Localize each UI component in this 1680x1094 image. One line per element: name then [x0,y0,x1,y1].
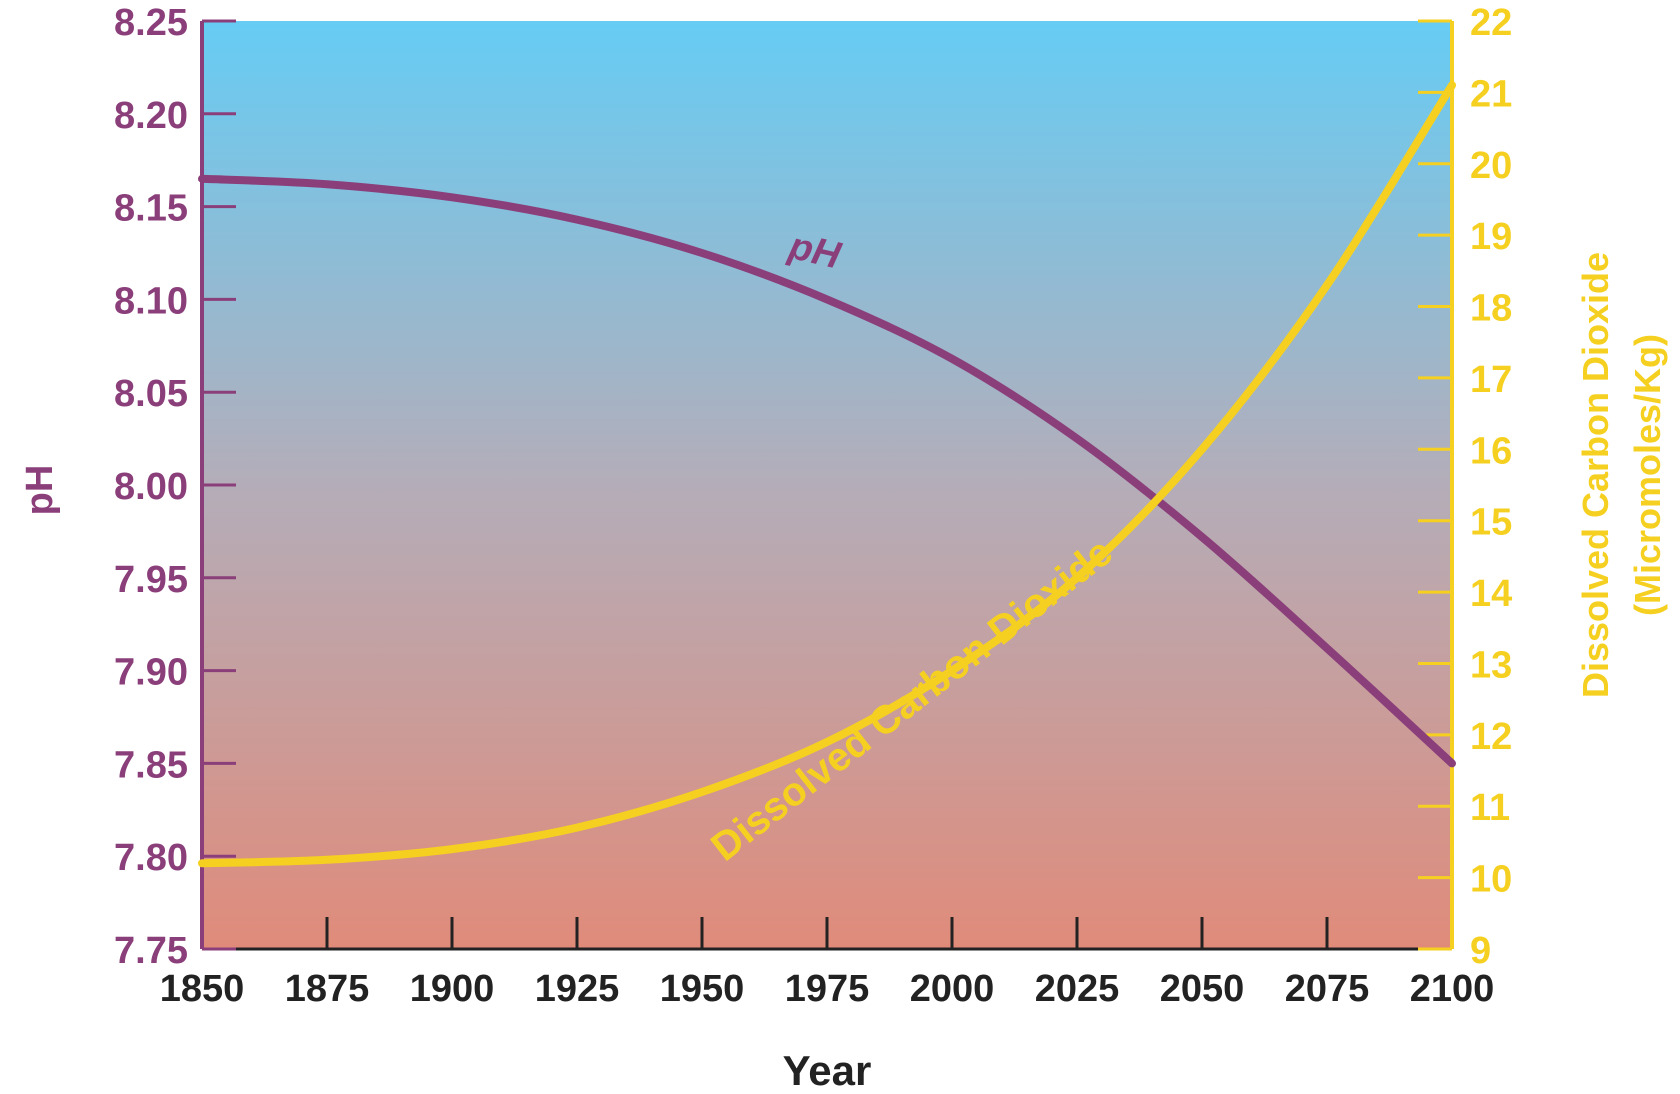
y-left-tick-label: 7.80 [114,837,188,879]
y-right-tick-label: 11 [1470,787,1510,829]
y-left-axis-title: pH [19,465,61,516]
x-tick-label: 2075 [1285,968,1370,1010]
y-left-tick-label: 8.20 [114,95,188,137]
y-right-tick-label: 16 [1470,430,1512,472]
y-right-tick-label: 9 [1470,930,1491,972]
x-tick-label: 1975 [785,968,870,1010]
y-right-tick-label: 14 [1470,573,1512,615]
y-axis-right: 22 21 20 19 18 17 16 15 14 13 12 11 10 9 [1418,2,1512,972]
y-left-tick-label: 7.75 [114,930,188,972]
y-left-tick-label: 7.85 [114,744,188,786]
y-left-tick-label: 8.15 [114,188,188,230]
y-right-axis-subtitle: (Micromoles/Kg) [1627,334,1668,616]
x-tick-label: 2050 [1160,968,1245,1010]
series-lines [198,81,1456,868]
x-tick-label: 1925 [535,968,620,1010]
x-tick-label: 1875 [285,968,370,1010]
x-tick-label: 1950 [660,968,745,1010]
y-right-tick-label: 15 [1470,502,1512,544]
x-tick-label: 2000 [910,968,995,1010]
y-right-tick-label: 10 [1470,859,1512,901]
y-left-tick-label: 8.00 [114,466,188,508]
y-left-tick-label: 8.05 [114,373,188,415]
ph-series-line [198,174,1456,768]
x-axis: 1850 1875 1900 1925 1950 1975 2000 2025 2050 2075… [160,917,1495,1010]
x-tick-label: 1850 [160,968,245,1010]
y-right-tick-label: 22 [1470,2,1512,44]
y-left-tick-label: 7.90 [114,652,188,694]
y-left-tick-label: 8.10 [114,280,188,322]
x-tick-label: 2025 [1035,968,1120,1010]
y-right-tick-label: 12 [1470,716,1512,758]
y-right-tick-label: 13 [1470,644,1512,686]
y-right-tick-label: 18 [1470,288,1512,330]
plot-area [202,21,1452,949]
x-tick-label: 2100 [1410,968,1495,1010]
co2-series-line [198,81,1456,868]
y-right-tick-label: 20 [1470,145,1512,187]
y-left-tick-label: 8.25 [114,2,188,44]
x-axis-title: Year [783,1047,872,1094]
x-tick-label: 1900 [410,968,495,1010]
y-right-tick-label: 19 [1470,216,1512,258]
y-left-tick-label: 7.95 [114,559,188,601]
y-right-tick-label: 21 [1470,73,1512,115]
y-right-tick-label: 17 [1470,359,1512,401]
y-right-axis-title: Dissolved Carbon Dioxide [1575,252,1616,698]
